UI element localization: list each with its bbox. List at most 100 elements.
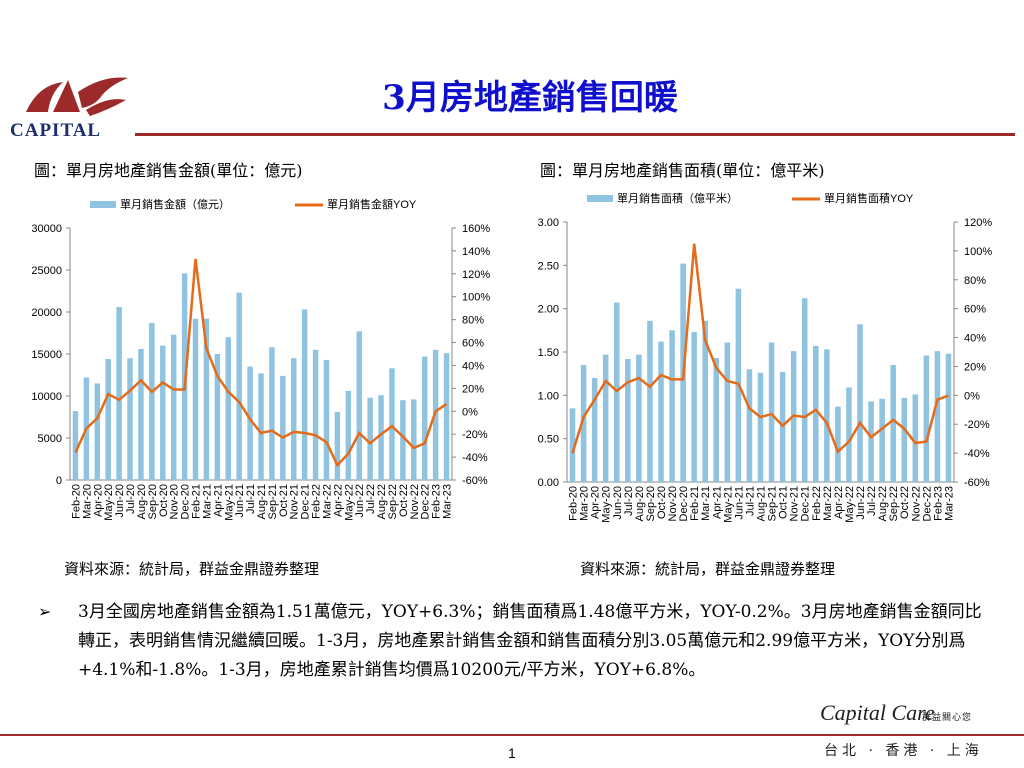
bar — [356, 331, 362, 480]
x-tick-label: Jul-21 — [744, 486, 756, 516]
bar — [868, 401, 874, 482]
x-tick-label: Sep-22 — [888, 486, 900, 521]
right-tick-label: -20% — [964, 419, 990, 431]
right-tick-label: 140% — [462, 246, 490, 258]
chart2-title: 圖：單月房地產銷售面積(單位：億平米) — [540, 161, 825, 180]
bar — [713, 358, 720, 482]
bar — [669, 330, 675, 482]
x-tick-label: Jun-22 — [354, 484, 366, 518]
bar — [691, 332, 697, 482]
bar — [768, 342, 775, 482]
x-tick-label: Mar-20 — [81, 484, 93, 519]
legend-line-label: 單月銷售金額YOY — [327, 197, 417, 211]
bullet-arrow-icon: ➢ — [38, 602, 52, 621]
left-tick-label: 1.50 — [538, 347, 559, 359]
bar — [580, 365, 587, 482]
brand-tagline: 群益關心您 — [922, 713, 973, 723]
capital-logo-icon — [26, 77, 128, 116]
bar — [724, 342, 731, 482]
x-tick-label: Nov-21 — [789, 486, 801, 521]
x-tick-label: Feb-23 — [932, 486, 944, 521]
x-tick-label: Apr-20 — [590, 486, 602, 519]
bar — [127, 358, 133, 480]
bar — [890, 365, 896, 482]
bar — [258, 373, 264, 480]
x-tick-label: Jul-20 — [623, 486, 635, 516]
right-tick-label: 160% — [462, 223, 490, 235]
left-tick-label: 2.50 — [538, 260, 559, 272]
x-tick-label: Mar-20 — [579, 486, 591, 521]
x-tick-label: Dec-21 — [800, 486, 812, 521]
x-tick-label: Apr-22 — [833, 486, 845, 519]
bar — [625, 358, 631, 482]
x-tick-label: Jun-22 — [855, 486, 867, 520]
x-tick-label: Mar-22 — [822, 486, 834, 521]
x-tick-label: Feb-23 — [431, 484, 443, 519]
x-tick-label: Sep-22 — [387, 484, 399, 519]
left-tick-label: 25000 — [31, 265, 62, 277]
x-tick-label: Apr-21 — [711, 486, 723, 519]
chart1-title: 圖：單月房地產銷售金額(單位：億元) — [34, 161, 303, 180]
x-tick-label: Jul-21 — [245, 484, 257, 514]
bar — [411, 399, 417, 480]
x-tick-label: Dec-20 — [678, 486, 690, 521]
bar — [291, 358, 297, 480]
x-tick-label: Oct-21 — [278, 484, 290, 517]
chart2-source: 資料來源：統計局，群益金鼎證券整理 — [580, 560, 836, 578]
right-tick-label: 0% — [964, 390, 980, 402]
left-tick-label: 2.00 — [538, 304, 559, 316]
x-tick-label: Dec-20 — [180, 484, 192, 519]
x-tick-label: Feb-22 — [811, 486, 823, 521]
right-tick-label: 80% — [462, 315, 484, 327]
bar — [312, 349, 319, 480]
bar — [105, 359, 111, 480]
bar — [813, 345, 819, 482]
bar — [389, 368, 395, 480]
bar — [923, 355, 930, 482]
bar — [192, 318, 199, 480]
title-divider — [135, 133, 1015, 136]
bar — [658, 341, 664, 482]
left-tick-label: 30000 — [31, 223, 62, 235]
x-tick-label: May-22 — [343, 484, 355, 521]
x-tick-label: May-22 — [844, 486, 856, 523]
bar — [301, 309, 308, 480]
bar — [934, 351, 941, 482]
x-tick-label: Nov-20 — [667, 486, 679, 521]
x-tick-label: Aug-20 — [136, 484, 148, 519]
bar — [225, 337, 231, 480]
x-tick-label: Aug-21 — [756, 486, 768, 521]
x-tick-label: Jul-20 — [125, 484, 137, 514]
x-tick-label: Aug-21 — [256, 484, 268, 519]
left-tick-label: 1.00 — [538, 390, 559, 402]
bar — [846, 387, 852, 482]
bar — [857, 324, 863, 482]
right-tick-label: 20% — [964, 361, 986, 373]
x-tick-label: Mar-21 — [700, 486, 712, 521]
bar — [170, 334, 177, 480]
x-tick-label: Sep-20 — [645, 486, 657, 521]
bar — [378, 395, 384, 480]
x-tick-label: Feb-21 — [689, 486, 701, 521]
right-tick-label: -60% — [964, 477, 990, 489]
right-tick-label: 120% — [462, 269, 490, 281]
x-tick-label: Aug-22 — [877, 486, 889, 521]
x-tick-label: Aug-20 — [634, 486, 646, 521]
x-tick-label: Jul-22 — [866, 486, 878, 516]
x-tick-label: Sep-21 — [267, 484, 279, 519]
bar — [367, 397, 373, 480]
x-tick-label: Jul-22 — [365, 484, 377, 514]
bar — [334, 411, 341, 480]
x-tick-label: Feb-20 — [70, 484, 82, 519]
bar — [912, 394, 919, 482]
left-tick-label: 0.50 — [538, 434, 559, 446]
bar — [72, 411, 79, 480]
x-tick-label: Nov-22 — [910, 486, 922, 521]
x-tick-label: Mar-23 — [442, 484, 454, 519]
bar — [280, 375, 286, 480]
right-tick-label: 40% — [462, 360, 484, 372]
bar — [421, 356, 428, 480]
right-tick-label: 60% — [964, 304, 986, 316]
x-tick-label: Nov-21 — [289, 484, 301, 519]
bar — [636, 354, 642, 482]
